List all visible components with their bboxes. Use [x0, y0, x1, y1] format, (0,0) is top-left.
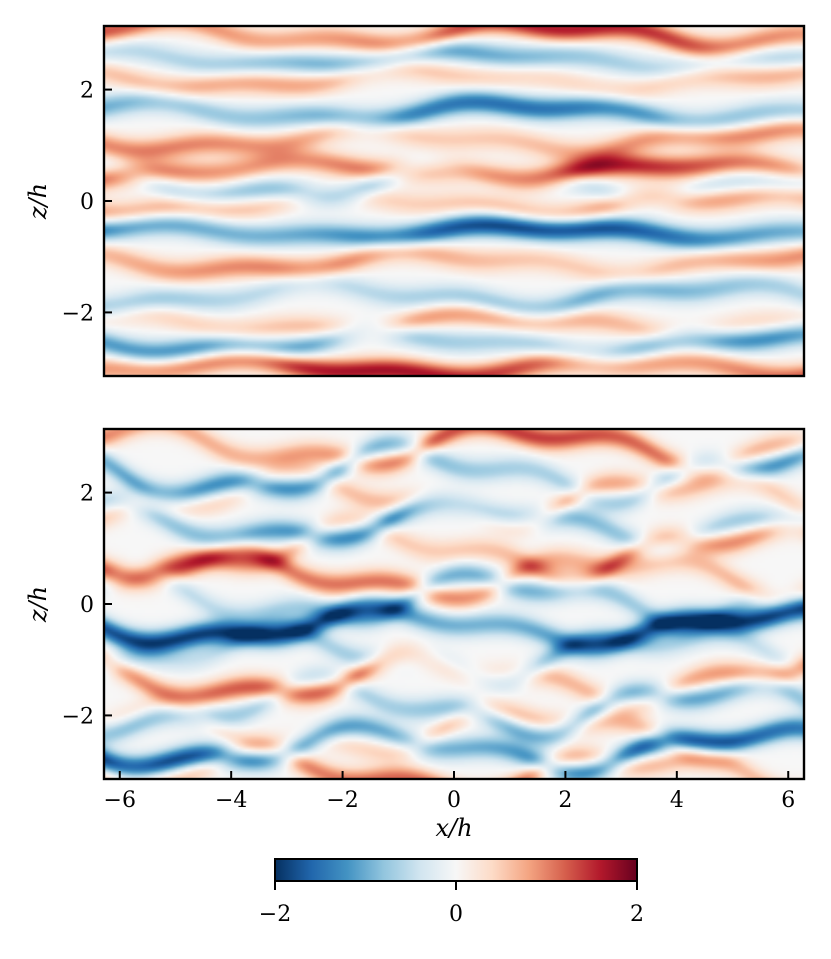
x-tick-label: −2 [326, 788, 358, 813]
x-tick-label: −6 [104, 788, 136, 813]
y-tick-label: −2 [62, 704, 94, 729]
y-tick-label: 0 [80, 190, 94, 215]
x-tick-label: 2 [558, 788, 572, 813]
x-tick-label: 6 [781, 788, 795, 813]
bottom-panel: −2 0 2 −6 −4 −2 0 2 4 6 z/h x/h [24, 427, 806, 842]
y-tick-label: −2 [62, 301, 94, 326]
bottom-x-ticks: −6 −4 −2 0 2 4 6 [104, 771, 795, 813]
bottom-y-axis-label: z/h [24, 586, 52, 623]
top-panel: −2 0 2 z/h [24, 24, 806, 378]
bottom-heatmap-field [104, 429, 804, 779]
colorbar: −2 0 2 [259, 858, 644, 927]
x-tick-label: −4 [215, 788, 247, 813]
colorbar-tick-label: −2 [259, 902, 291, 927]
y-tick-label: 0 [80, 593, 94, 618]
y-tick-label: 2 [80, 79, 94, 104]
top-y-axis-label: z/h [24, 183, 52, 220]
x-tick-label: 4 [670, 788, 684, 813]
colorbar-tick-label: 2 [630, 902, 644, 927]
y-tick-label: 2 [80, 482, 94, 507]
top-y-ticks: −2 0 2 [62, 79, 112, 326]
x-tick-label: 0 [447, 788, 461, 813]
bottom-x-axis-label: x/h [435, 814, 472, 842]
colorbar-gradient [274, 858, 638, 882]
colorbar-ticks: −2 0 2 [259, 881, 644, 927]
top-heatmap-field [104, 26, 804, 376]
colorbar-tick-label: 0 [449, 902, 463, 927]
bottom-y-ticks: −2 0 2 [62, 482, 112, 729]
